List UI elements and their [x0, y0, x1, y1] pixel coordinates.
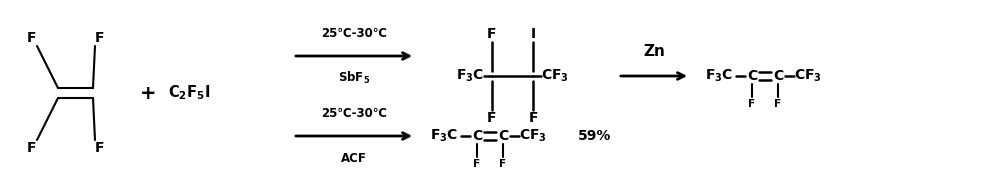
- Text: F: F: [27, 141, 37, 155]
- Text: C: C: [747, 69, 757, 83]
- Text: C: C: [498, 129, 508, 143]
- Text: F: F: [499, 159, 507, 169]
- Text: F: F: [774, 99, 782, 109]
- Text: C: C: [472, 129, 482, 143]
- Text: C: C: [773, 69, 783, 83]
- Text: $\mathbf{F_3C}$: $\mathbf{F_3C}$: [430, 128, 458, 144]
- Text: $\mathbf{CF_3}$: $\mathbf{CF_3}$: [519, 128, 547, 144]
- Text: F: F: [528, 111, 538, 125]
- Text: $\mathbf{SbF_5}$: $\mathbf{SbF_5}$: [338, 70, 370, 86]
- Text: F: F: [95, 31, 105, 45]
- Text: $\mathbf{C_2F_5I}$: $\mathbf{C_2F_5I}$: [168, 84, 210, 102]
- Text: F: F: [748, 99, 756, 109]
- Text: +: +: [140, 84, 156, 102]
- Text: F: F: [487, 111, 497, 125]
- Text: $\mathbf{CF_3}$: $\mathbf{CF_3}$: [794, 68, 822, 84]
- Text: $\mathbf{F_3C}$: $\mathbf{F_3C}$: [705, 68, 733, 84]
- Text: F: F: [473, 159, 481, 169]
- Text: $\mathbf{CF_3}$: $\mathbf{CF_3}$: [541, 68, 569, 84]
- Text: F: F: [27, 31, 37, 45]
- Text: F: F: [487, 27, 497, 41]
- Text: $\mathbf{F_3C}$: $\mathbf{F_3C}$: [456, 68, 484, 84]
- Text: I: I: [530, 27, 536, 41]
- Text: F: F: [95, 141, 105, 155]
- Text: Zn: Zn: [643, 44, 665, 59]
- Text: ACF: ACF: [341, 153, 367, 166]
- Text: 59%: 59%: [578, 129, 612, 143]
- Text: 25℃-30℃: 25℃-30℃: [321, 26, 387, 39]
- Text: 25℃-30℃: 25℃-30℃: [321, 107, 387, 119]
